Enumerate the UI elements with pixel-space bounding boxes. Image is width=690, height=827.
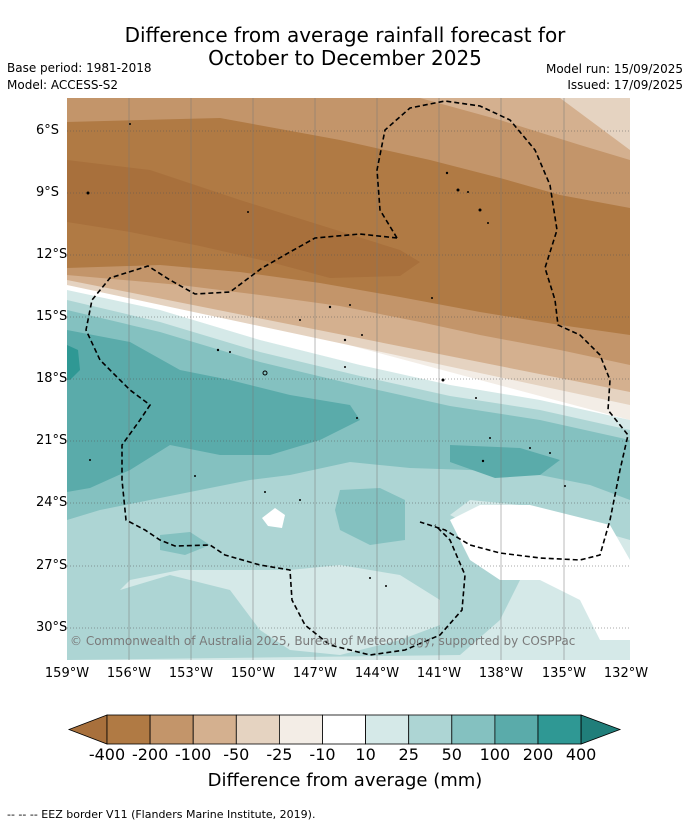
colorbar-tick-label: 10 — [355, 745, 376, 764]
colorbar-bin — [278, 714, 323, 745]
lon-label: 144°W — [354, 666, 400, 681]
lon-label: 138°W — [478, 666, 524, 681]
model-run: Model run: 15/09/2025 — [545, 62, 683, 76]
lat-label: 6°S — [36, 123, 60, 138]
lon-label: 132°W — [603, 666, 649, 681]
colorbar-bin — [149, 714, 194, 745]
band-wet-200 — [67, 345, 80, 380]
lon-label: 159°W — [44, 666, 90, 681]
colorbar-tick-label: 100 — [479, 745, 511, 764]
colorbar-bin — [408, 714, 453, 745]
colorbar-tick-label: 25 — [398, 745, 419, 764]
colorbar-bin — [235, 714, 280, 745]
model-name: Model: ACCESS-S2 — [7, 78, 119, 92]
colorbar-tick-label: -25 — [266, 745, 293, 764]
colorbar-bin — [537, 714, 582, 745]
colorbar-tick-label: -200 — [131, 745, 169, 764]
colorbar-bin — [322, 714, 366, 745]
wet-mid-patch2 — [160, 532, 210, 555]
meridians — [128, 98, 565, 660]
colorbar — [67, 714, 622, 745]
lat-label: 21°S — [36, 433, 68, 448]
colorbar-title: Difference from average (mm) — [207, 770, 483, 791]
map-title-line1: Difference from average rainfall forecas… — [124, 23, 566, 47]
copyright-text: © Commonwealth of Australia 2025, Bureau… — [70, 634, 576, 648]
colorbar-tick-label: 400 — [565, 745, 597, 764]
wet-mid-patch — [335, 488, 405, 545]
lat-label: 24°S — [36, 495, 68, 510]
lon-label: 147°W — [292, 666, 338, 681]
colorbar-tick-label: 50 — [441, 745, 462, 764]
map-field — [67, 98, 630, 660]
wet-low-patch — [120, 565, 440, 655]
colorbar-bin — [451, 714, 496, 745]
lat-label: 18°S — [36, 371, 68, 386]
white-se — [450, 505, 630, 640]
lon-label: 135°W — [541, 666, 587, 681]
colorbar-bin — [365, 714, 410, 745]
colorbar-tick-label: -50 — [223, 745, 250, 764]
colorbar-tick-label: -100 — [175, 745, 212, 764]
lat-label: 27°S — [36, 558, 68, 573]
colorbar-tick-label: 200 — [522, 745, 554, 764]
lat-label: 15°S — [36, 309, 68, 324]
colorbar-bin — [106, 714, 151, 745]
colorbar-extend-low — [67, 714, 108, 745]
eez-borders — [85, 100, 629, 656]
colorbar-bin — [192, 714, 237, 745]
map-title-line2: October to December 2025 — [208, 46, 482, 70]
band-wet-100 — [67, 330, 560, 492]
colorbar-tick-label: -10 — [309, 745, 336, 764]
lon-label: 150°W — [230, 666, 276, 681]
lat-label: 12°S — [36, 247, 68, 262]
lon-label: 141°W — [416, 666, 462, 681]
band-dry-200 — [67, 118, 630, 335]
white-hole — [262, 508, 285, 528]
lat-label: 9°S — [36, 185, 60, 200]
lat-label: 30°S — [36, 620, 68, 635]
colorbar-tick-label: -400 — [88, 745, 126, 764]
islands — [86, 123, 566, 587]
issued-date: Issued: 17/09/2025 — [567, 78, 683, 92]
base-period: Base period: 1981-2018 — [7, 61, 152, 75]
graticule — [67, 130, 630, 629]
band-dry-300 — [67, 160, 420, 278]
footer-note: -- -- -- EEZ border V11 (Flanders Marine… — [7, 808, 316, 821]
colorbar-bin — [494, 714, 539, 745]
lon-label: 156°W — [106, 666, 152, 681]
colorbar-extend-high — [580, 714, 622, 745]
lon-label: 153°W — [168, 666, 214, 681]
